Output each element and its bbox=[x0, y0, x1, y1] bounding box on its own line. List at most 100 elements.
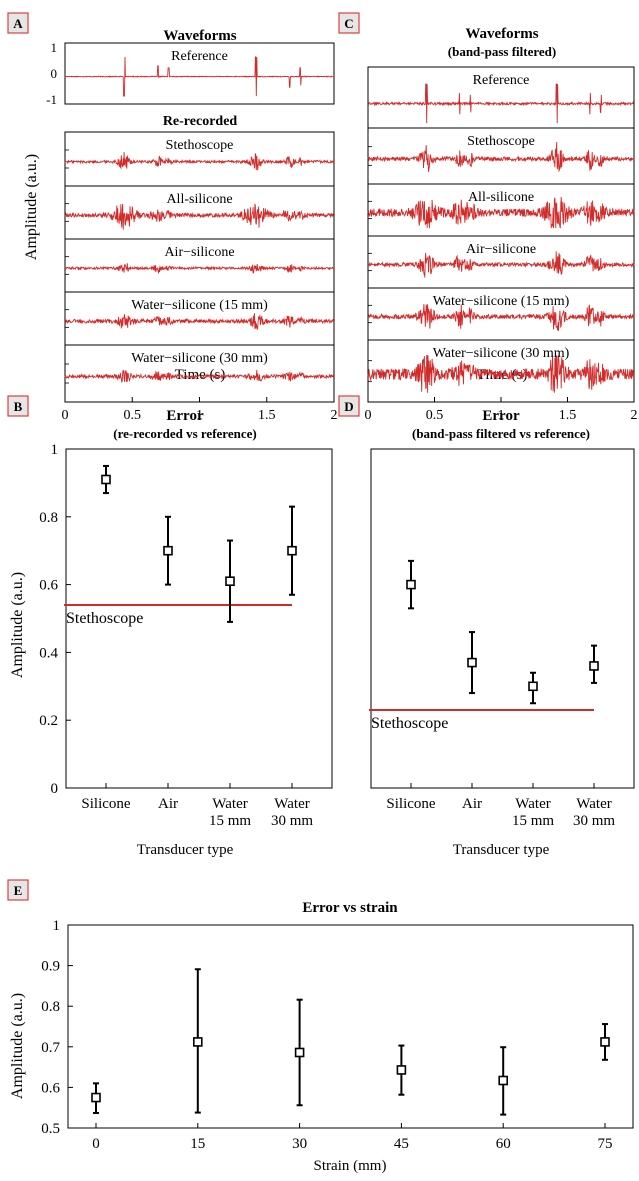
panel-c-trace-label: Water−silicone (30 mm) bbox=[433, 346, 570, 361]
panel-b: Error (re-recorded vs reference) Amplitu… bbox=[9, 408, 333, 858]
panel-e-ytick-label: 1 bbox=[53, 918, 61, 934]
panel-a-ylabel: Amplitude (a.u.) bbox=[23, 154, 40, 260]
panel-e-marker bbox=[294, 1047, 305, 1058]
panel-badge bbox=[338, 12, 360, 34]
panel-b-category-label: 15 mm bbox=[209, 813, 251, 829]
panel-b-marker bbox=[287, 545, 297, 556]
panel-e-xtick-label: 75 bbox=[598, 1136, 613, 1152]
panel-d-marker bbox=[406, 579, 416, 590]
panel-c-tick-label: 1 bbox=[498, 408, 505, 423]
panel-a-title: Waveforms bbox=[163, 28, 236, 44]
panel-e-ytick-label: 0.6 bbox=[41, 1080, 60, 1096]
panel-a-tick-label: 0 bbox=[62, 408, 69, 423]
panel-a-trace-label: All-silicone bbox=[166, 192, 232, 207]
panel-e-xlabel: Strain (mm) bbox=[314, 1158, 387, 1174]
panel-e-xtick-label: 60 bbox=[496, 1136, 511, 1152]
panel-b-ylabel: Amplitude (a.u.) bbox=[9, 572, 26, 678]
panel-a-trace bbox=[64, 263, 335, 275]
panel-b-ytick-label: 0.2 bbox=[39, 713, 58, 729]
panel-d-marker bbox=[528, 681, 538, 692]
panel-c-tick-label: 2 bbox=[631, 408, 638, 423]
panel-c-tick-label: 1.5 bbox=[559, 408, 577, 423]
panel-e-xtick-label: 45 bbox=[394, 1136, 409, 1152]
panel-a-trace-box bbox=[64, 42, 335, 105]
panel-a-ytick: 1 bbox=[51, 40, 58, 55]
panel-c-trace bbox=[367, 354, 635, 393]
panel-c-trace bbox=[367, 141, 635, 173]
panel-badge-label: B bbox=[14, 399, 23, 414]
panel-c: Waveforms (band-pass filtered) Time (s) … bbox=[365, 26, 638, 423]
panel-a-trace bbox=[64, 313, 335, 331]
panel-d-subtitle: (band-pass filtered vs reference) bbox=[412, 426, 590, 441]
panel-c-title: Waveforms bbox=[465, 26, 538, 42]
panel-c-trace bbox=[367, 196, 635, 229]
panel-b-category-label: Water bbox=[212, 796, 247, 812]
panel-d-category-label: Air bbox=[462, 796, 482, 812]
panel-c-tick-label: 0.5 bbox=[426, 408, 444, 423]
panel-b-axes bbox=[65, 448, 333, 789]
panel-c-trace-label: Stethoscope bbox=[467, 134, 535, 149]
panel-c-trace-label: Air−silicone bbox=[466, 242, 536, 257]
panel-c-subtitle: (band-pass filtered) bbox=[448, 44, 556, 59]
panel-badge bbox=[7, 395, 29, 417]
panel-d-category-label: Water bbox=[576, 796, 611, 812]
panel-c-trace-label: Reference bbox=[473, 73, 530, 88]
panel-e-title: Error vs strain bbox=[302, 900, 398, 916]
panel-a-tick-label: 1 bbox=[196, 408, 203, 423]
panel-a: Waveforms Re-recorded Amplitude (a.u.) T… bbox=[23, 28, 338, 423]
panel-e-marker bbox=[396, 1065, 407, 1075]
panel-e-ytick-label: 0.7 bbox=[41, 1040, 60, 1056]
panel-a-ytick: 0 bbox=[51, 66, 58, 81]
panel-a-tick-label: 0.5 bbox=[124, 408, 142, 423]
panel-e-marker bbox=[498, 1075, 509, 1086]
panel-d-category-label: Water bbox=[515, 796, 550, 812]
panel-d-category-label: 15 mm bbox=[512, 813, 554, 829]
panel-e-xtick-label: 0 bbox=[92, 1136, 100, 1152]
panel-badge bbox=[7, 879, 29, 901]
panel-d-category-label: Silicone bbox=[386, 796, 436, 812]
panel-d: Error (band-pass filtered vs reference) … bbox=[369, 408, 635, 858]
panel-a-rerecorded-label: Re-recorded bbox=[163, 114, 238, 129]
panel-e-marker bbox=[193, 1037, 203, 1047]
panel-b-subtitle: (re-recorded vs reference) bbox=[113, 426, 256, 441]
panel-e-ylabel: Amplitude (a.u.) bbox=[9, 993, 26, 1099]
panel-a-trace-label: Air−silicone bbox=[164, 245, 234, 260]
panel-e-ytick-label: 0.5 bbox=[41, 1121, 60, 1137]
panel-b-xlabel: Transducer type bbox=[137, 842, 234, 858]
panel-badge-label: A bbox=[13, 16, 23, 31]
panel-badge bbox=[7, 12, 29, 34]
panel-a-tick-label: 2 bbox=[331, 408, 338, 423]
panel-a-tick-label: 1.5 bbox=[258, 408, 276, 423]
panel-c-trace-label: Water−silicone (15 mm) bbox=[433, 294, 570, 309]
panel-d-xlabel: Transducer type bbox=[453, 842, 550, 858]
panel-b-title: Error bbox=[166, 408, 204, 424]
panel-badge-label: D bbox=[344, 399, 353, 414]
panel-badge-label: C bbox=[344, 16, 353, 31]
panel-d-stethoscope-label: Stethoscope bbox=[371, 715, 448, 732]
panel-a-ytick: -1 bbox=[46, 92, 57, 107]
panel-b-marker bbox=[163, 545, 173, 556]
panel-c-trace bbox=[367, 251, 635, 278]
panel-c-trace bbox=[367, 83, 635, 124]
panel-b-category-label: Water bbox=[274, 796, 309, 812]
panel-e-marker bbox=[91, 1092, 101, 1103]
panel-b-ytick-label: 0 bbox=[51, 781, 59, 797]
panel-badge bbox=[338, 395, 360, 417]
panel-a-trace-label: Reference bbox=[171, 49, 228, 64]
panel-e: Error vs strain Amplitude (a.u.) Strain … bbox=[9, 900, 634, 1174]
panel-a-trace bbox=[64, 152, 335, 171]
panel-a-trace-label: Water−silicone (30 mm) bbox=[131, 351, 268, 366]
panel-e-xtick-label: 15 bbox=[190, 1136, 205, 1152]
panel-e-ytick-label: 0.9 bbox=[41, 959, 60, 975]
panel-e-axes bbox=[67, 924, 634, 1129]
panel-d-category-label: 30 mm bbox=[573, 813, 615, 829]
panel-b-ytick-label: 0.6 bbox=[39, 578, 58, 594]
panel-d-axes bbox=[370, 448, 635, 789]
panel-c-trace-label: All-silicone bbox=[468, 190, 534, 205]
panel-a-trace-label: Water−silicone (15 mm) bbox=[131, 298, 268, 313]
panel-d-marker bbox=[467, 657, 477, 668]
panel-b-stethoscope-label: Stethoscope bbox=[66, 610, 143, 627]
panel-c-trace bbox=[367, 304, 635, 331]
panel-b-ytick-label: 1 bbox=[51, 442, 59, 458]
